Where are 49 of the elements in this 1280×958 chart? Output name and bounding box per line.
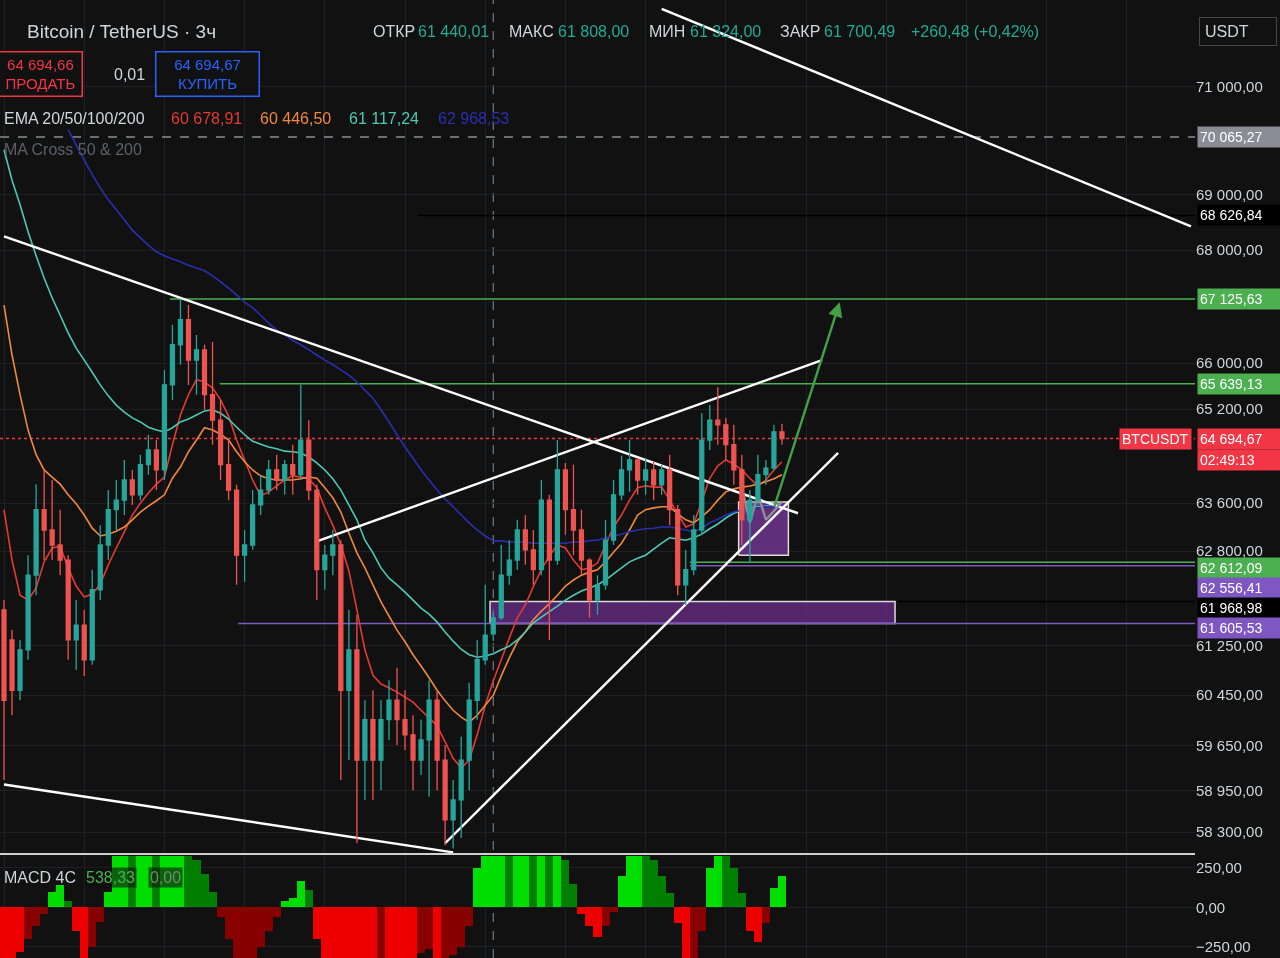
annotation: 0,00 xyxy=(150,869,182,886)
y-tick-label: 62 800,00 xyxy=(1196,542,1263,560)
y-tick-label: 71 000,00 xyxy=(1196,78,1263,96)
annotation: 538,33 xyxy=(86,869,136,886)
annotation: ЗАКР xyxy=(780,23,821,40)
annotation: 0,01 xyxy=(114,66,146,83)
ref-line-label: 68 626,84 xyxy=(1200,207,1263,223)
y-tick-label: 61 250,00 xyxy=(1196,636,1263,654)
annotation: BTCUSDT xyxy=(1122,431,1189,447)
ref-line-label: 70 065,27 xyxy=(1200,129,1263,145)
annotation: 61 117,24 xyxy=(349,110,420,127)
ref-line-label: 62 612,09 xyxy=(1200,560,1263,576)
annotation: 64 694,66 ПРОДАТЬ xyxy=(5,55,76,92)
y-tick-label: −250,00 xyxy=(1196,938,1251,956)
text: USDT xyxy=(1205,23,1249,40)
text: Bitcoin / TetherUS · 3ч xyxy=(27,21,217,42)
annotation: 64 694,67 КУПИТЬ xyxy=(174,55,241,92)
annotation: 60 678,91 xyxy=(171,110,243,127)
text: MACD 4C xyxy=(4,869,77,886)
y-tick-label: 60 450,00 xyxy=(1196,686,1263,704)
annotation: 60 446,50 xyxy=(260,110,332,127)
annotation: МИН xyxy=(649,23,686,40)
y-tick-label: 0,00 xyxy=(1196,898,1226,916)
y-tick-label: 58 300,00 xyxy=(1196,823,1263,841)
ref-line-label: 67 125,63 xyxy=(1200,291,1263,307)
ref-line-label: 65 639,13 xyxy=(1200,376,1263,392)
y-tick-label: 59 650,00 xyxy=(1196,736,1263,754)
annotation: ОТКР xyxy=(373,23,416,40)
y-tick-label: 66 000,00 xyxy=(1196,354,1263,372)
annotation: 62 968,53 xyxy=(438,110,510,127)
y-tick-label: 68 000,00 xyxy=(1196,241,1263,259)
y-tick-label: 58 950,00 xyxy=(1196,781,1263,799)
annotation: MA Cross 50 & 200 xyxy=(4,141,142,158)
annotation: 61 440,01 xyxy=(418,23,490,40)
y-tick-label: 65 200,00 xyxy=(1196,400,1263,418)
ref-line-label: 64 694,67 xyxy=(1200,431,1263,447)
ref-line-label: 62 556,41 xyxy=(1200,580,1263,596)
y-tick-label: 250,00 xyxy=(1196,859,1242,877)
annotation: 61 324,00 xyxy=(690,23,762,40)
ref-line-label: 61 968,98 xyxy=(1200,600,1263,616)
y-tick-label: 63 600,00 xyxy=(1196,494,1263,512)
annotation: EMA 20/50/100/200 xyxy=(4,110,145,127)
y-tick-label: 69 000,00 xyxy=(1196,186,1263,204)
annotation: 61 700,49 xyxy=(824,23,896,40)
annotation: 61 808,00 xyxy=(558,23,630,40)
ref-line-label: 61 605,53 xyxy=(1200,620,1263,636)
text: 02:49:13 xyxy=(1200,452,1255,468)
annotation: МАКС xyxy=(509,23,554,40)
annotation: +260,48 (+0,42%) xyxy=(911,23,1040,40)
